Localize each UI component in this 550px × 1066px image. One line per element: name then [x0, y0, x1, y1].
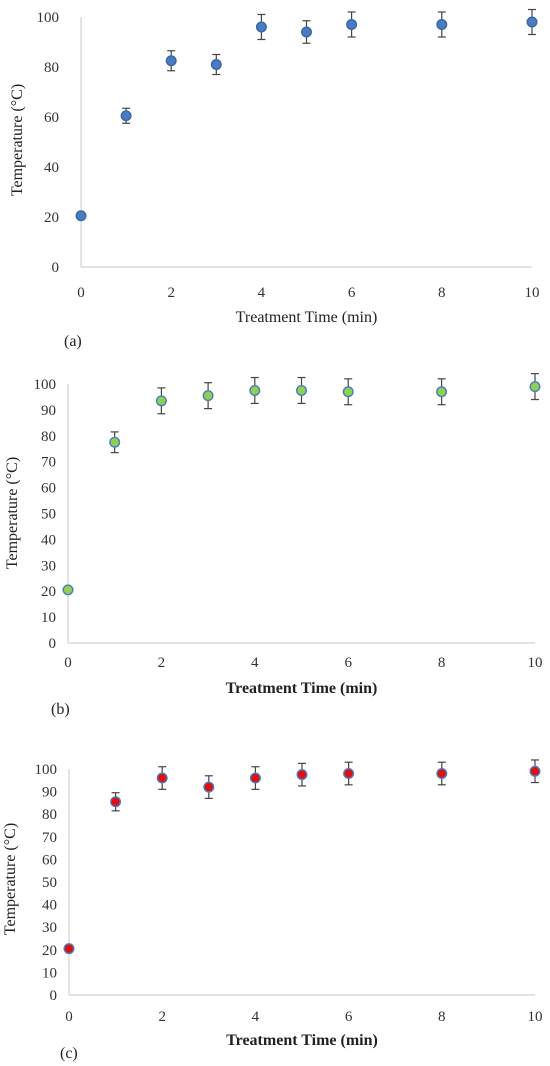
x-tick-label: 4: [252, 1009, 260, 1025]
y-tick-label: 0: [49, 636, 57, 652]
data-point-b: [342, 386, 354, 398]
y-tick-label: 60: [41, 481, 56, 497]
y-tick-label: 10: [42, 965, 57, 981]
y-tick-label: 100: [35, 762, 58, 778]
x-tick-label: 0: [65, 1009, 73, 1025]
y-tick-label: 80: [42, 807, 57, 823]
panel-label: (c): [60, 1045, 78, 1062]
x-tick-label: 4: [258, 285, 266, 301]
data-point-b: [155, 395, 167, 407]
data-point-b: [436, 386, 448, 398]
data-point-b: [529, 381, 541, 393]
x-tick-label: 6: [345, 1009, 353, 1025]
y-tick-label: 50: [41, 507, 56, 523]
data-point-b: [62, 584, 74, 596]
x-tick-label: 2: [167, 285, 175, 301]
y-tick-label: 80: [41, 429, 56, 445]
x-tick-label: 6: [344, 655, 352, 671]
x-tick-label: 0: [77, 285, 85, 301]
scatter-chart-c: 0 10 20 30 40 50 60 70 80 90 100 0 2 4 6 8 10 Treatment T…: [2, 759, 543, 1062]
y-axis-title: Temperature (°C): [9, 84, 26, 196]
y-tick-label: 100: [37, 10, 60, 26]
y-tick-label: 40: [44, 160, 59, 176]
data-point-a: [120, 110, 132, 122]
chart-panel-c: 0 10 20 30 40 50 60 70 80 90 100 0 2 4 6 8 10 Treatment T…: [0, 717, 550, 1066]
x-tick-label: 2: [158, 1009, 166, 1025]
data-point-b: [296, 384, 308, 396]
data-point-c: [110, 796, 122, 808]
x-tick-label: 8: [438, 1009, 446, 1025]
x-tick-label: 8: [438, 285, 446, 301]
x-tick-label: 10: [528, 1009, 543, 1025]
panel-label: (a): [64, 333, 82, 350]
y-tick-label: 0: [52, 260, 60, 276]
y-tick-label: 40: [42, 898, 57, 914]
y-tick-label: 0: [50, 988, 58, 1004]
data-point-c: [63, 943, 75, 955]
x-tick-label: 10: [528, 655, 543, 671]
y-tick-label: 80: [44, 60, 59, 76]
x-tick-label: 6: [348, 285, 356, 301]
y-tick-label: 60: [44, 110, 59, 126]
x-tick-label: 10: [525, 285, 540, 301]
y-tick-label: 10: [41, 610, 56, 626]
data-point-c: [249, 772, 261, 784]
y-tick-label: 30: [41, 558, 56, 574]
x-tick-label: 8: [438, 655, 446, 671]
data-point-a: [346, 19, 358, 31]
data-point-c: [529, 765, 541, 777]
y-tick-label: 90: [42, 785, 57, 801]
data-point-b: [202, 390, 214, 402]
chart-panel-a: 0 20 40 60 80 100 0 2 4 6 8 10 Treatment Time (min) T…: [0, 0, 550, 355]
data-point-a: [255, 21, 267, 33]
x-axis-title: Treatment Time (min): [226, 1032, 378, 1049]
y-tick-label: 50: [42, 875, 57, 891]
data-point-a: [165, 55, 177, 67]
data-point-c: [156, 772, 168, 784]
data-point-c: [343, 768, 355, 780]
y-tick-label: 40: [41, 532, 56, 548]
y-tick-label: 30: [42, 920, 57, 936]
chart-panel-b: 0 10 20 30 40 50 60 70 80 90 100 0 2 4 6 8 10 Treatment T…: [0, 355, 550, 717]
data-point-c: [296, 769, 308, 781]
x-tick-label: 2: [158, 655, 166, 671]
x-axis-title: Treatment Time (min): [226, 680, 378, 697]
x-tick-label: 0: [64, 655, 72, 671]
y-tick-label: 20: [41, 584, 56, 600]
x-tick-label: 4: [251, 655, 259, 671]
scatter-chart-b: 0 10 20 30 40 50 60 70 80 90 100 0 2 4 6 8 10 Treatment T…: [4, 373, 543, 717]
data-point-c: [436, 768, 448, 780]
y-tick-label: 90: [41, 403, 56, 419]
data-point-a: [210, 59, 222, 71]
y-axis-title: Temperature (°C): [2, 823, 19, 935]
y-axis-title: Temperature (°C): [4, 457, 21, 569]
data-point-a: [75, 210, 87, 222]
y-tick-label: 100: [34, 377, 57, 393]
y-tick-label: 70: [41, 455, 56, 471]
y-tick-label: 20: [42, 943, 57, 959]
y-tick-label: 70: [42, 830, 57, 846]
scatter-chart-a: 0 20 40 60 80 100 0 2 4 6 8 10 Treatment Time (min) T…: [9, 8, 540, 350]
data-point-b: [249, 384, 261, 396]
data-point-b: [109, 436, 121, 448]
x-axis-title: Treatment Time (min): [236, 309, 378, 326]
data-point-a: [526, 16, 538, 28]
data-point-a: [301, 26, 313, 38]
panel-label: (b): [51, 701, 70, 717]
data-point-a: [436, 19, 448, 31]
data-point-c: [203, 781, 215, 793]
y-tick-label: 20: [44, 210, 59, 226]
y-tick-label: 60: [42, 852, 57, 868]
